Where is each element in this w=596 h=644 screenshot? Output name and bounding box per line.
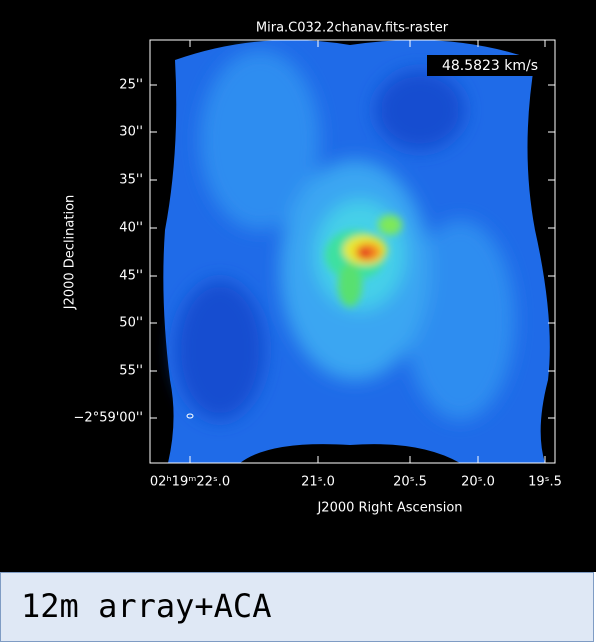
y-tick-label: 35'' [119, 173, 143, 188]
x-tick-label: 19ˢ.5 [528, 475, 562, 490]
image [163, 40, 549, 463]
caption: 12m array+ACA [21, 587, 271, 625]
y-tick-label: 50'' [119, 316, 143, 331]
y-tick-label: 25'' [119, 78, 143, 93]
velocity-label: 48.5823 km/s [442, 58, 538, 74]
y-tick-label: 30'' [119, 125, 143, 140]
x-tick-label: 20ˢ.0 [461, 475, 495, 490]
y-tick-label: 45'' [119, 269, 143, 284]
y-tick-label: −2°59'00'' [74, 411, 143, 426]
y-tick-label: 55'' [119, 364, 143, 379]
page: Mira.C032.2chanav.fits-raster 48.5823 km… [0, 0, 596, 644]
x-tick-label: 02ʰ19ᵐ22ˢ.0 [150, 475, 230, 490]
caption-box: 12m array+ACA [0, 572, 594, 642]
image-title: Mira.C032.2chanav.fits-raster [256, 21, 449, 36]
viewer: Mira.C032.2chanav.fits-raster 48.5823 km… [0, 0, 596, 572]
y-axis-label: J2000 Declination [63, 195, 78, 311]
x-axis-label: J2000 Right Ascension [316, 501, 462, 516]
x-tick-label: 20ˢ.5 [393, 475, 427, 490]
y-tick-label: 40'' [119, 221, 143, 236]
x-tick-label: 21ˢ.0 [301, 475, 335, 490]
